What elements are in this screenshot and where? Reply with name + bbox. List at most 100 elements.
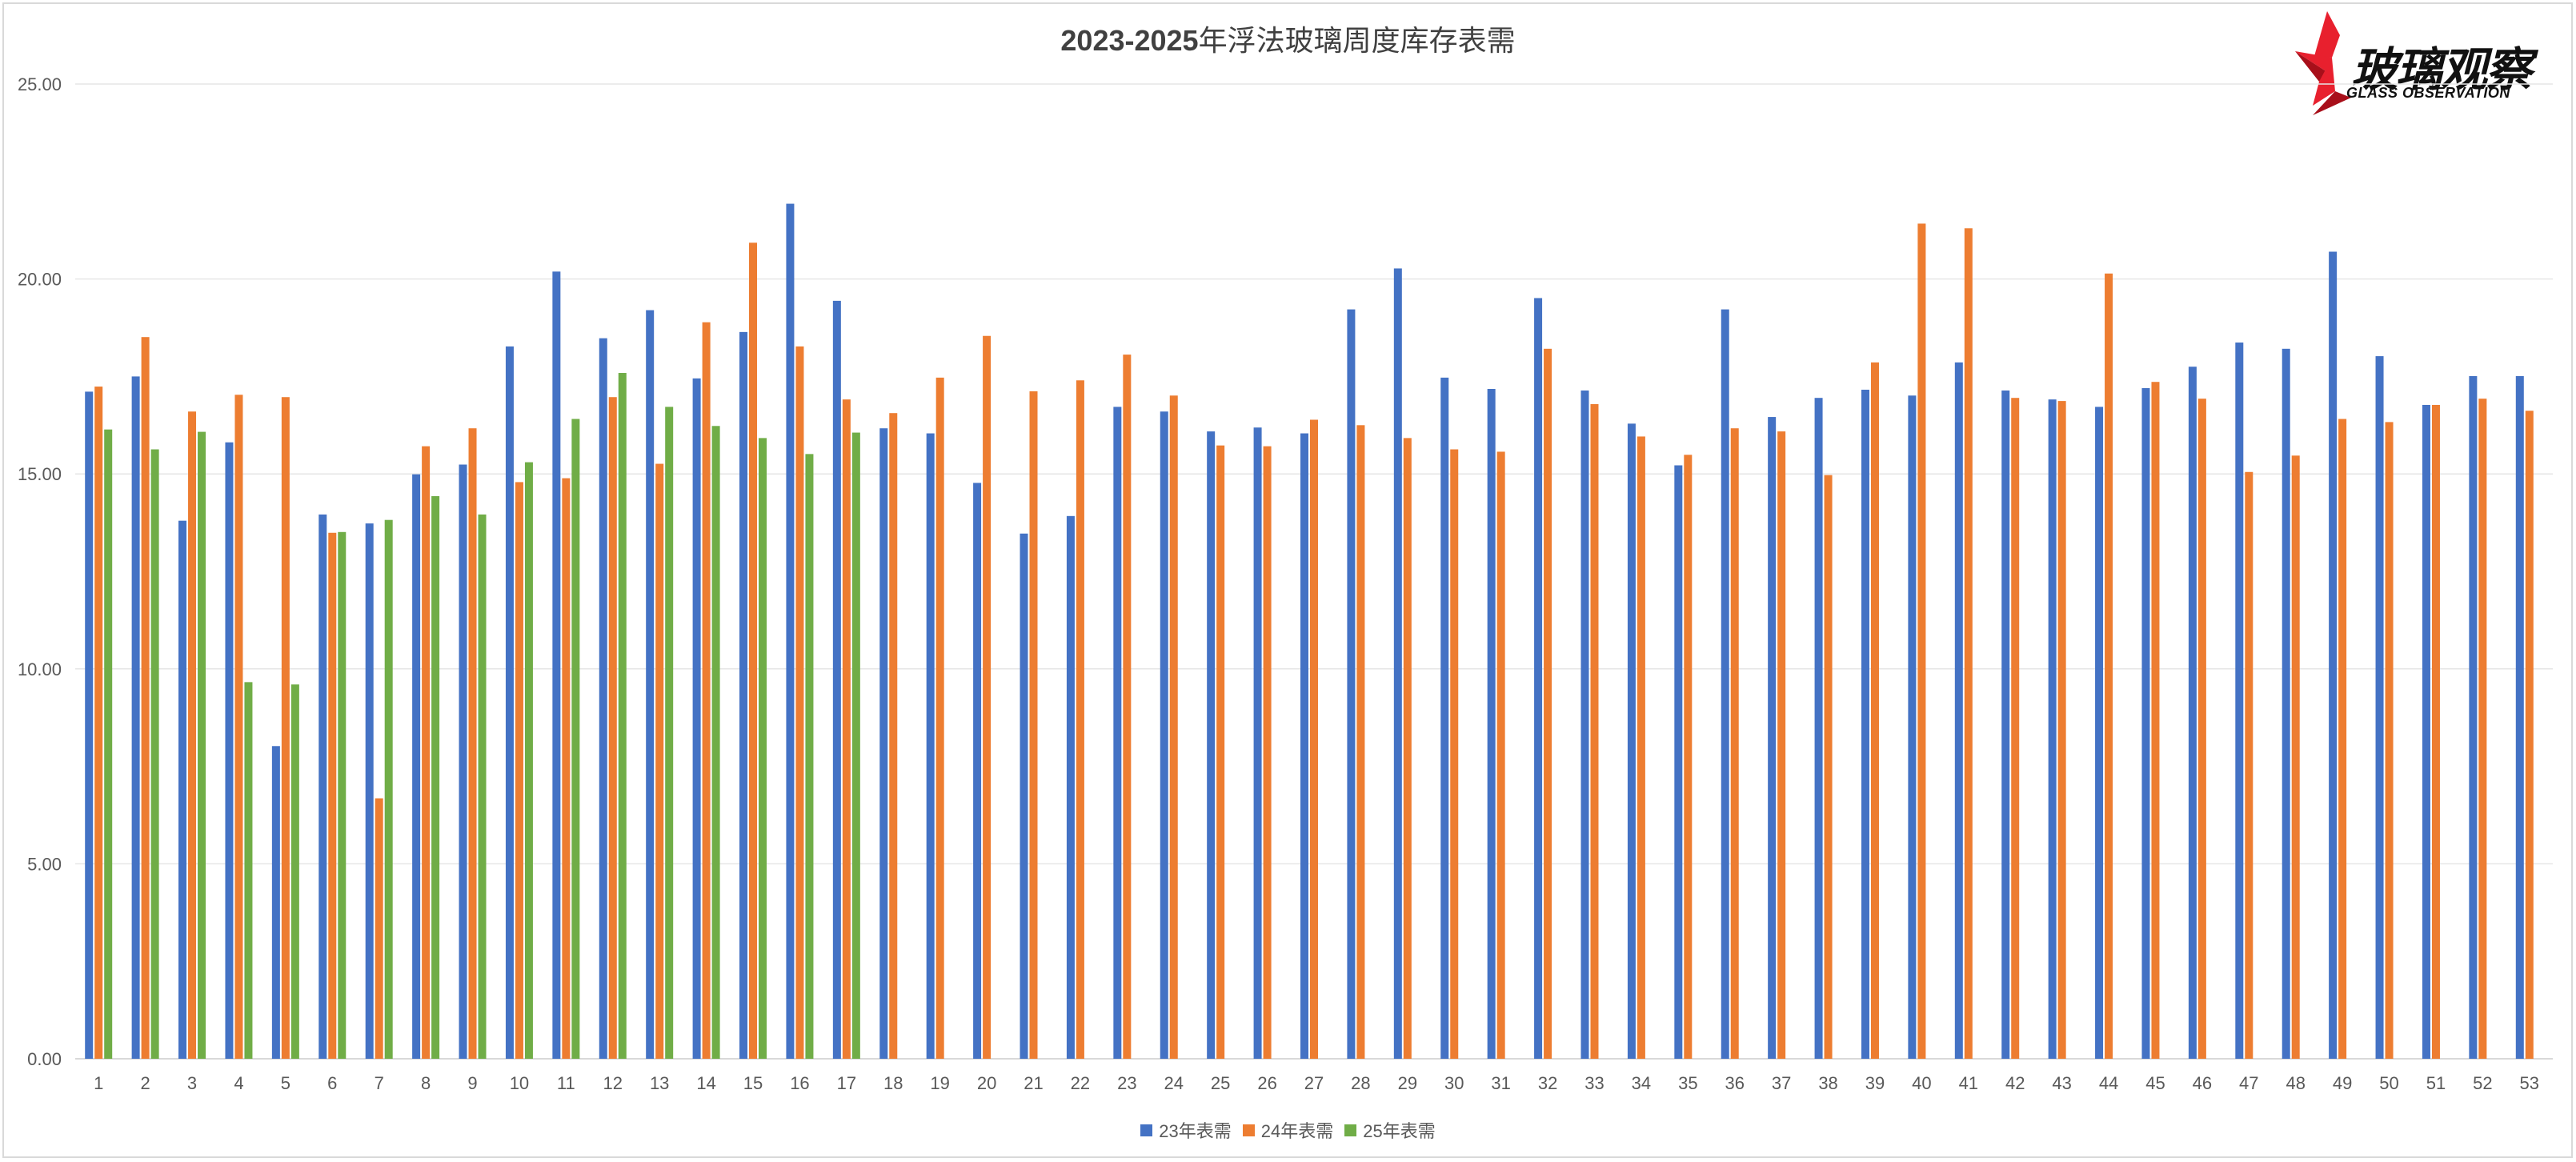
x-tick-label: 26 bbox=[1257, 1073, 1276, 1093]
bar bbox=[1637, 436, 1645, 1059]
x-tick-label: 28 bbox=[1351, 1073, 1370, 1093]
bar bbox=[665, 407, 674, 1059]
bar bbox=[131, 376, 140, 1059]
x-tick-label: 9 bbox=[467, 1073, 477, 1093]
bar bbox=[468, 428, 477, 1059]
bar bbox=[1861, 389, 1869, 1059]
legend-swatch-icon bbox=[1140, 1124, 1153, 1136]
legend-label: 25年表需 bbox=[1363, 1121, 1436, 1141]
y-tick-label: 10.00 bbox=[18, 659, 62, 679]
bar bbox=[328, 532, 337, 1059]
x-tick-label: 20 bbox=[977, 1073, 996, 1093]
bar bbox=[1768, 417, 1777, 1059]
x-tick-label: 34 bbox=[1632, 1073, 1651, 1093]
x-tick-label: 41 bbox=[1959, 1073, 1978, 1093]
bar bbox=[851, 432, 860, 1059]
bar bbox=[478, 514, 487, 1059]
bar bbox=[365, 523, 374, 1059]
bar bbox=[1356, 425, 1365, 1059]
x-tick-label: 11 bbox=[557, 1073, 575, 1093]
bar bbox=[1870, 362, 1879, 1059]
x-tick-label: 22 bbox=[1071, 1073, 1090, 1093]
x-tick-label: 3 bbox=[187, 1073, 197, 1093]
bar bbox=[795, 346, 804, 1059]
bar bbox=[1580, 390, 1589, 1059]
bar bbox=[692, 378, 701, 1059]
x-tick-label: 33 bbox=[1584, 1073, 1604, 1093]
x-tick-label: 14 bbox=[696, 1073, 715, 1093]
logo-chinese-text: 玻璃观察 bbox=[2351, 42, 2532, 97]
x-tick-label: 18 bbox=[883, 1073, 903, 1093]
bar bbox=[1824, 475, 1833, 1059]
x-tick-label: 2 bbox=[140, 1073, 150, 1093]
bar bbox=[1487, 388, 1496, 1060]
x-tick-label: 37 bbox=[1772, 1073, 1791, 1093]
bar bbox=[524, 462, 533, 1059]
bar bbox=[1113, 407, 1122, 1059]
bar bbox=[1393, 268, 1402, 1060]
bar bbox=[926, 433, 935, 1059]
bar bbox=[281, 397, 290, 1060]
bar bbox=[2048, 399, 2057, 1060]
bar bbox=[2011, 398, 2020, 1059]
bar bbox=[759, 438, 767, 1059]
bar bbox=[1814, 398, 1823, 1059]
bar bbox=[1253, 427, 1262, 1059]
x-tick-label: 47 bbox=[2239, 1073, 2258, 1093]
x-tick-label: 44 bbox=[2099, 1073, 2118, 1093]
legend-swatch-icon bbox=[1242, 1124, 1255, 1136]
bar bbox=[1347, 309, 1356, 1060]
x-tick-label: 24 bbox=[1164, 1073, 1184, 1093]
legend-label: 24年表需 bbox=[1260, 1121, 1334, 1141]
bar bbox=[375, 798, 383, 1059]
bar bbox=[505, 346, 514, 1059]
bar bbox=[431, 495, 440, 1059]
bar bbox=[1300, 433, 1308, 1059]
bar bbox=[2469, 375, 2478, 1059]
bar bbox=[655, 463, 664, 1059]
y-tick-label: 20.00 bbox=[18, 270, 62, 290]
bar bbox=[1160, 411, 1168, 1059]
bar bbox=[412, 474, 421, 1059]
x-tick-label: 49 bbox=[2333, 1073, 2352, 1093]
bar bbox=[2057, 401, 2066, 1059]
x-tick-label: 53 bbox=[2520, 1073, 2539, 1093]
y-tick-label: 15.00 bbox=[18, 464, 62, 484]
bar bbox=[805, 454, 814, 1059]
bar bbox=[571, 419, 580, 1059]
bar bbox=[2282, 348, 2290, 1059]
bar bbox=[2245, 471, 2253, 1059]
bar bbox=[1684, 455, 1693, 1059]
bar bbox=[2329, 251, 2338, 1060]
bar bbox=[225, 442, 234, 1059]
bar bbox=[1450, 449, 1459, 1059]
bar bbox=[2001, 390, 2010, 1059]
bar bbox=[646, 310, 655, 1059]
bar bbox=[552, 271, 561, 1059]
x-tick-label: 19 bbox=[930, 1073, 949, 1093]
x-tick-label: 36 bbox=[1725, 1073, 1744, 1093]
bar bbox=[618, 373, 627, 1059]
bar bbox=[702, 322, 711, 1059]
bar bbox=[879, 428, 888, 1059]
bar bbox=[141, 337, 150, 1059]
x-tick-label: 50 bbox=[2379, 1073, 2398, 1093]
x-tick-label: 15 bbox=[743, 1073, 763, 1093]
x-tick-label: 51 bbox=[2426, 1073, 2446, 1093]
bar bbox=[244, 682, 253, 1059]
bar bbox=[422, 446, 431, 1059]
bar bbox=[2478, 399, 2487, 1059]
bar bbox=[562, 478, 571, 1059]
bar bbox=[2385, 422, 2394, 1059]
bar bbox=[1908, 395, 1917, 1059]
bar bbox=[1544, 348, 1552, 1059]
bar bbox=[104, 429, 113, 1059]
x-tick-label: 46 bbox=[2193, 1073, 2212, 1093]
bar bbox=[1730, 428, 1739, 1059]
x-tick-label: 43 bbox=[2052, 1073, 2071, 1093]
bar bbox=[1123, 355, 1132, 1059]
glass-observation-logo: 玻璃观察 GLASS OBSERVATION bbox=[2295, 8, 2543, 120]
y-tick-label: 5.00 bbox=[27, 854, 62, 874]
x-tick-label: 39 bbox=[1865, 1073, 1885, 1093]
